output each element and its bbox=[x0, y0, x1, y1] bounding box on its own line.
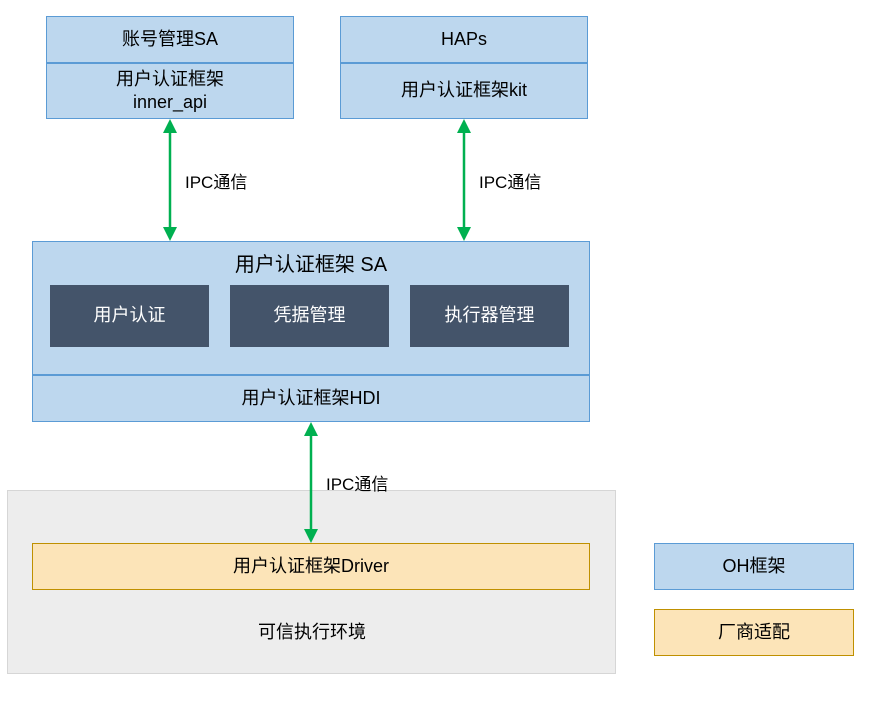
double-arrow-icon bbox=[160, 119, 180, 241]
diagram-box: 厂商适配 bbox=[654, 609, 854, 656]
text-label: IPC通信 bbox=[326, 470, 388, 495]
double-arrow-icon bbox=[301, 422, 321, 543]
text-label: IPC通信 bbox=[185, 168, 247, 193]
text-label: 可信执行环境 bbox=[258, 618, 366, 644]
text-label: IPC通信 bbox=[479, 168, 541, 193]
diagram-box: 用户认证框架Driver bbox=[32, 543, 590, 590]
diagram-box: 用户认证框架kit bbox=[340, 63, 588, 119]
diagram-box: OH框架 bbox=[654, 543, 854, 590]
double-arrow-icon bbox=[454, 119, 474, 241]
diagram-box: 用户认证 bbox=[50, 285, 209, 347]
diagram-box: 用户认证框架HDI bbox=[32, 375, 590, 422]
diagram-box: 凭据管理 bbox=[230, 285, 389, 347]
diagram-box: 执行器管理 bbox=[410, 285, 569, 347]
diagram-box: 账号管理SA bbox=[46, 16, 294, 63]
diagram-box: HAPs bbox=[340, 16, 588, 63]
diagram-box: 用户认证框架inner_api bbox=[46, 63, 294, 119]
